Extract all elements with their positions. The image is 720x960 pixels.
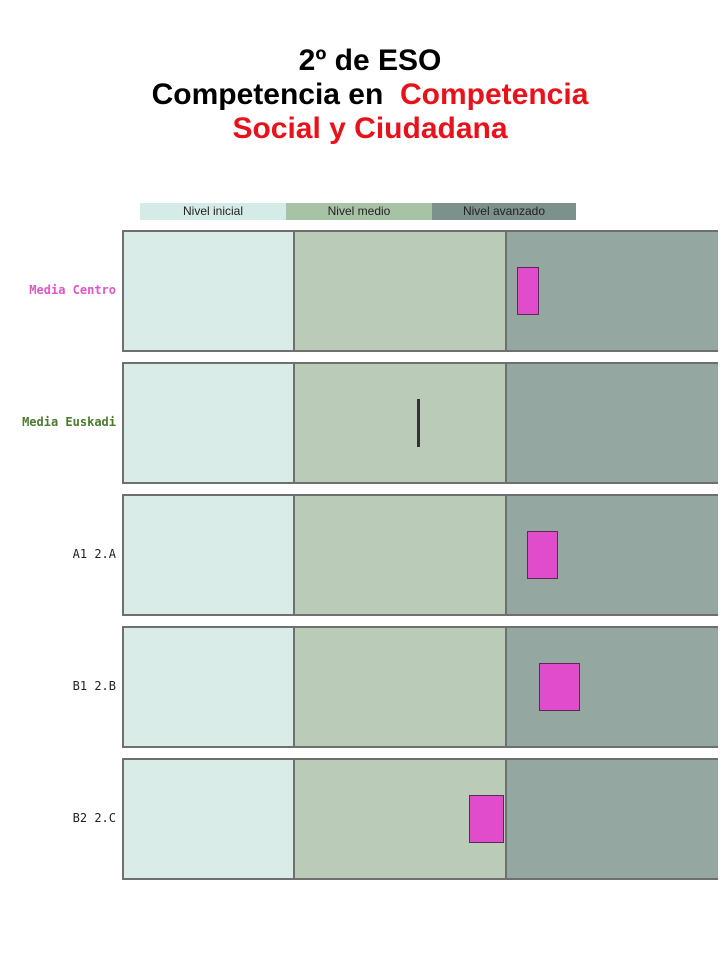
chart-row bbox=[122, 494, 718, 616]
title-line2: Competencia en Competencia bbox=[0, 78, 720, 112]
legend-item-nivel-medio: Nivel medio bbox=[286, 203, 432, 220]
zone-nivel-medio bbox=[293, 496, 507, 614]
legend: Nivel inicial Nivel medio Nivel avanzado bbox=[140, 203, 576, 220]
chart-row bbox=[122, 758, 718, 880]
title-line3: Social y Ciudadana bbox=[232, 112, 508, 145]
zone-nivel-medio bbox=[293, 628, 507, 746]
zone-nivel-medio bbox=[293, 232, 507, 350]
marker-box bbox=[538, 662, 581, 712]
category-label: A1 2.A bbox=[72, 547, 116, 561]
zone-nivel-avanzado bbox=[505, 232, 718, 350]
zone-nivel-inicial bbox=[124, 496, 293, 614]
zone-nivel-medio bbox=[293, 364, 507, 482]
category-label: Media Centro bbox=[29, 283, 116, 297]
title-line1: 2º de ESO bbox=[298, 44, 442, 77]
zone-nivel-inicial bbox=[124, 364, 293, 482]
zone-nivel-avanzado bbox=[505, 760, 718, 878]
marker-box bbox=[517, 266, 539, 316]
legend-item-nivel-inicial: Nivel inicial bbox=[140, 203, 286, 220]
chart-title: 2º de ESO Competencia en Competencia Soc… bbox=[0, 44, 720, 146]
zone-nivel-inicial bbox=[124, 760, 293, 878]
chart-row bbox=[122, 362, 718, 484]
chart-row bbox=[122, 626, 718, 748]
category-label: B2 2.C bbox=[72, 811, 116, 825]
zone-nivel-avanzado bbox=[505, 364, 718, 482]
category-label: Media Euskadi bbox=[22, 415, 116, 429]
zone-nivel-avanzado bbox=[505, 628, 718, 746]
marker-box bbox=[468, 794, 504, 844]
legend-item-nivel-avanzado: Nivel avanzado bbox=[432, 203, 576, 220]
title-line2-black: Competencia en bbox=[151, 78, 400, 111]
chart-row bbox=[122, 230, 718, 352]
category-label: B1 2.B bbox=[72, 679, 116, 693]
marker-box bbox=[527, 530, 559, 580]
title-line2-red: Competencia bbox=[400, 78, 589, 111]
zone-nivel-inicial bbox=[124, 628, 293, 746]
marker-line bbox=[417, 398, 421, 448]
zone-nivel-inicial bbox=[124, 232, 293, 350]
